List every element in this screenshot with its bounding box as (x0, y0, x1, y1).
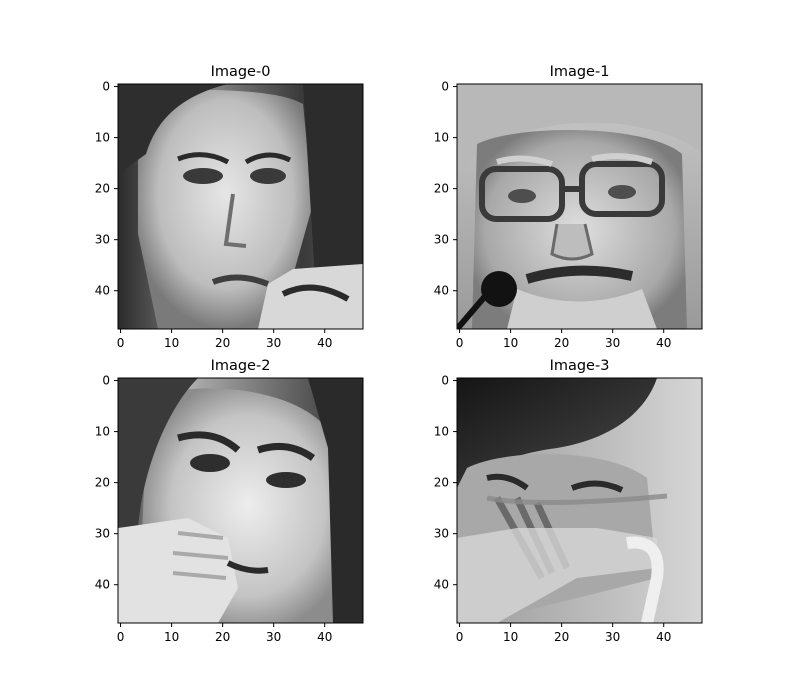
y-tick-label: 30 (95, 233, 110, 247)
panel-image-0 (118, 84, 363, 329)
x-tick-label: 0 (456, 336, 464, 350)
face-image-0 (118, 84, 363, 329)
x-tick-label: 20 (554, 336, 569, 350)
panel-title: Image-0 (211, 64, 271, 80)
x-tick-label: 40 (656, 630, 671, 644)
y-tick-label: 10 (95, 131, 110, 145)
x-tick-label: 40 (317, 630, 332, 644)
x-tick-label: 30 (605, 336, 620, 350)
panel-title: Image-3 (550, 358, 610, 374)
panel-image-3 (457, 378, 702, 623)
axes-frame (456, 377, 703, 624)
face-image-2 (118, 378, 363, 623)
y-tick-label: 0 (441, 80, 449, 94)
x-tick-label: 10 (164, 336, 179, 350)
y-tick-label: 40 (434, 578, 449, 592)
axes-frame (456, 83, 703, 330)
y-tick-label: 10 (434, 425, 449, 439)
panel-image-1 (457, 84, 702, 329)
y-tick-label: 10 (95, 425, 110, 439)
face-image-1 (457, 84, 702, 329)
panel-title: Image-2 (211, 358, 271, 374)
x-tick-label: 40 (317, 336, 332, 350)
y-tick-label: 40 (95, 578, 110, 592)
axes-frame (117, 377, 364, 624)
x-tick-label: 0 (456, 630, 464, 644)
y-tick-label: 0 (102, 80, 110, 94)
y-tick-label: 30 (434, 233, 449, 247)
axes-1: Image-1 0 10 20 30 40 0 10 20 30 40 (434, 64, 703, 350)
x-tick-label: 40 (656, 336, 671, 350)
axes-frame (117, 83, 364, 330)
x-tick-label: 30 (605, 630, 620, 644)
y-tick-label: 20 (95, 182, 110, 196)
x-tick-label: 10 (503, 630, 518, 644)
face-image-3 (457, 378, 702, 623)
y-tick-label: 20 (95, 476, 110, 490)
axes-0: Image-0 0 10 20 30 40 0 10 20 30 40 (95, 64, 364, 350)
y-tick-label: 10 (434, 131, 449, 145)
x-tick-label: 30 (266, 336, 281, 350)
x-tick-label: 0 (117, 336, 125, 350)
x-tick-label: 20 (554, 630, 569, 644)
y-tick-label: 30 (95, 527, 110, 541)
x-tick-label: 10 (164, 630, 179, 644)
y-tick-label: 30 (434, 527, 449, 541)
y-tick-label: 20 (434, 476, 449, 490)
y-tick-label: 40 (434, 284, 449, 298)
axes-2: Image-2 0 10 20 30 40 0 10 20 30 40 (95, 358, 364, 644)
x-tick-label: 20 (215, 336, 230, 350)
x-tick-label: 0 (117, 630, 125, 644)
y-tick-label: 20 (434, 182, 449, 196)
x-tick-label: 30 (266, 630, 281, 644)
panel-image-2 (118, 378, 363, 623)
axes-3: Image-3 0 10 20 30 40 0 10 20 30 40 (434, 358, 703, 644)
x-tick-label: 10 (503, 336, 518, 350)
x-tick-label: 20 (215, 630, 230, 644)
y-tick-label: 0 (441, 374, 449, 388)
panel-title: Image-1 (550, 64, 610, 80)
y-tick-label: 0 (102, 374, 110, 388)
y-tick-label: 40 (95, 284, 110, 298)
